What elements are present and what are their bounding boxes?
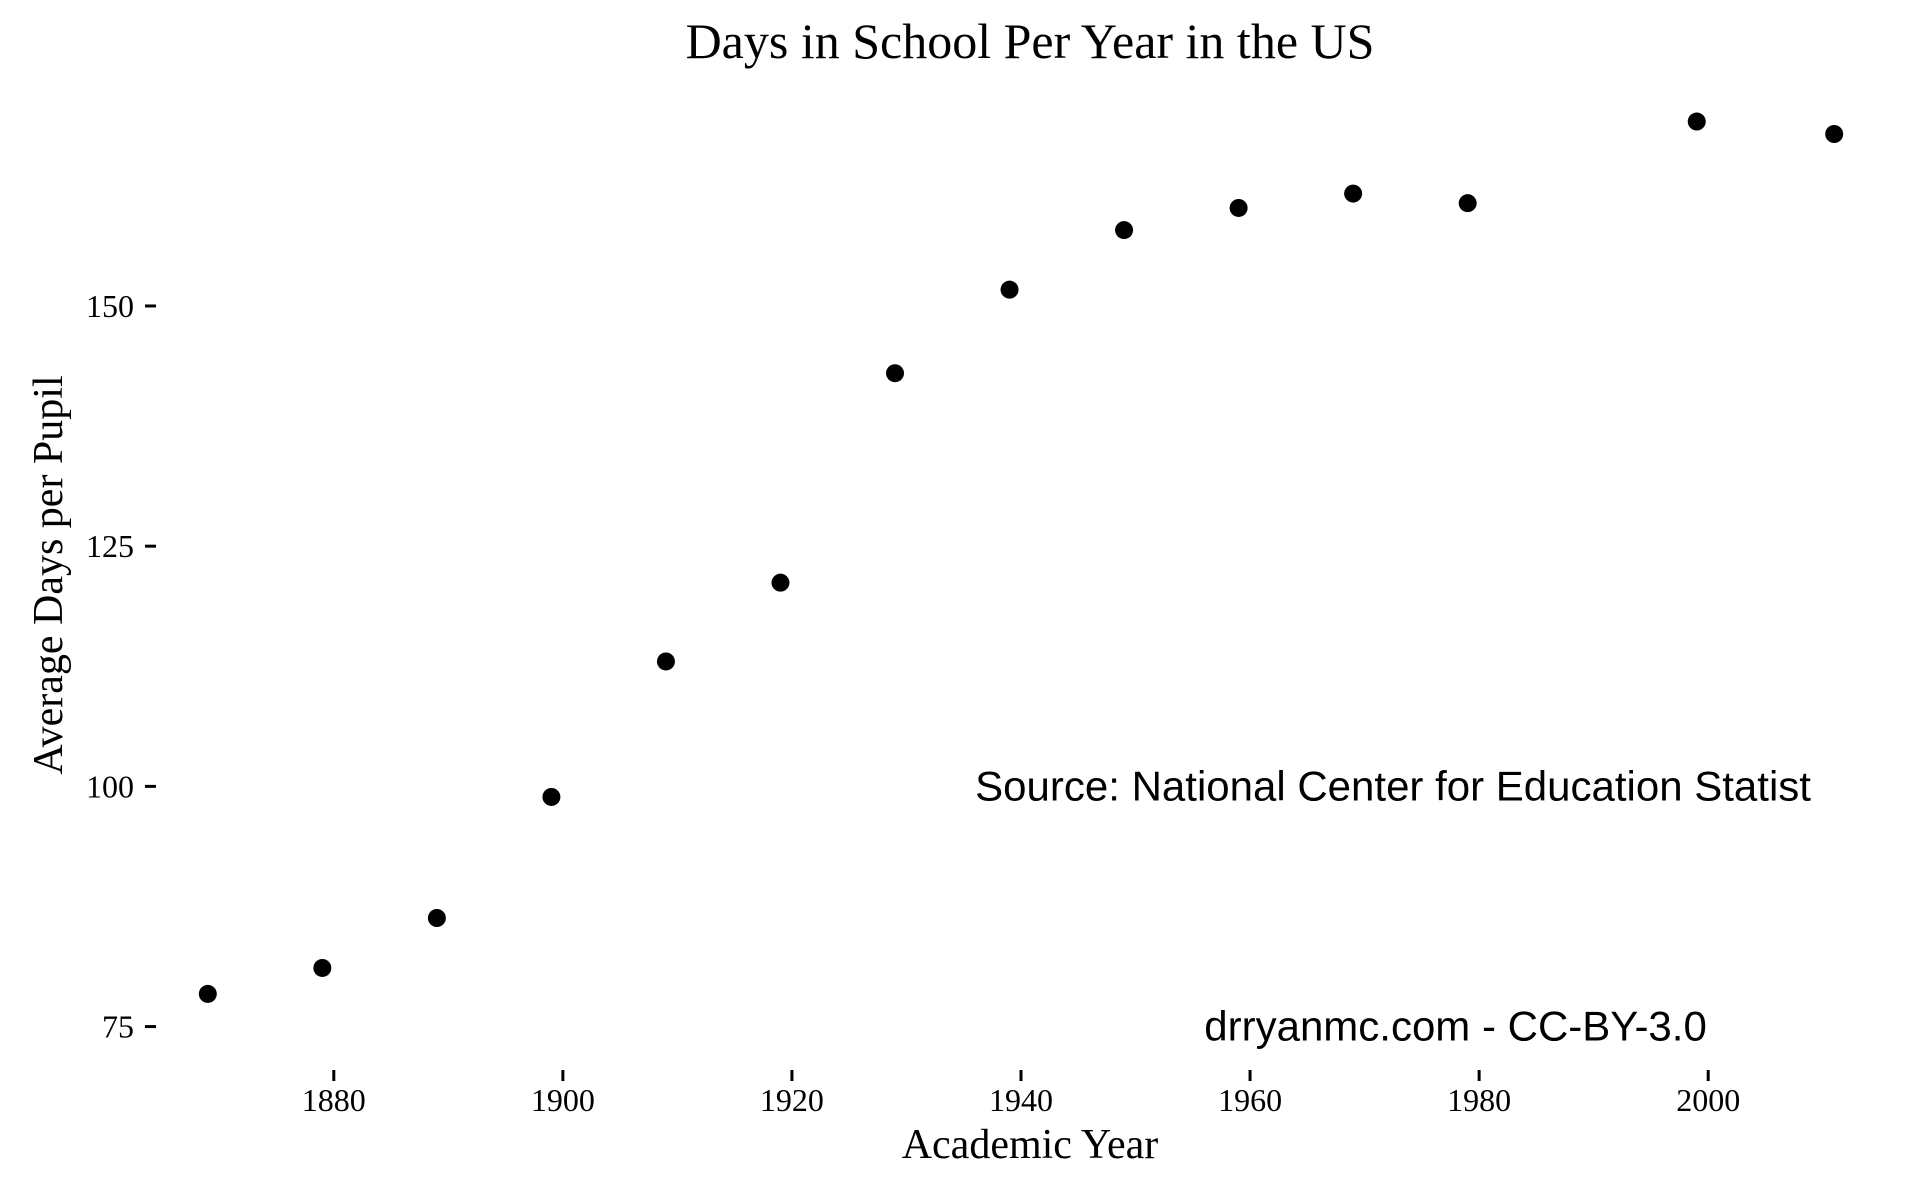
y-tick-label-125: 125 bbox=[86, 528, 134, 564]
x-tick-label-1980: 1980 bbox=[1447, 1082, 1511, 1118]
x-tick-label-2000: 2000 bbox=[1676, 1082, 1740, 1118]
source-annotation: Source: National Center for Education St… bbox=[975, 762, 1811, 809]
y-tick-label-100: 100 bbox=[86, 768, 134, 804]
x-tick-label-1920: 1920 bbox=[760, 1082, 824, 1118]
x-axis-label: Academic Year bbox=[902, 1122, 1159, 1168]
data-point-1869 bbox=[198, 984, 217, 1003]
data-point-1969 bbox=[1344, 184, 1363, 203]
x-tick-label-1940: 1940 bbox=[989, 1082, 1053, 1118]
y-axis-ticks: 75 100 125 150 bbox=[86, 288, 156, 1045]
data-point-1919 bbox=[771, 573, 790, 592]
data-point-1959 bbox=[1229, 198, 1248, 217]
x-tick-label-1960: 1960 bbox=[1218, 1082, 1282, 1118]
x-tick-label-1880: 1880 bbox=[302, 1082, 366, 1118]
x-axis-ticks: 1880 1900 1920 1940 1960 1980 2000 bbox=[302, 1070, 1740, 1118]
y-tick-label-75: 75 bbox=[102, 1009, 134, 1045]
data-point-1949 bbox=[1115, 221, 1134, 240]
data-point-1879 bbox=[313, 958, 332, 977]
chart-annotations: Source: National Center for Education St… bbox=[975, 762, 1811, 1049]
data-point-1929 bbox=[886, 364, 905, 383]
credit-annotation: drryanmc.com - CC-BY-3.0 bbox=[1204, 1003, 1707, 1050]
y-tick-label-150: 150 bbox=[86, 288, 134, 324]
data-point-1899 bbox=[542, 787, 561, 806]
chart-title: Days in School Per Year in the US bbox=[686, 13, 1375, 69]
data-point-1979 bbox=[1458, 194, 1477, 213]
data-point-1909 bbox=[656, 652, 675, 671]
data-points bbox=[198, 112, 1844, 1003]
data-point-1939 bbox=[1000, 280, 1019, 299]
data-point-1889 bbox=[427, 909, 446, 927]
x-tick-label-1900: 1900 bbox=[531, 1082, 595, 1118]
y-axis-label: Average Days per Pupil bbox=[26, 375, 72, 774]
data-point-1999 bbox=[1687, 112, 1706, 131]
data-point-2011 bbox=[1825, 125, 1844, 143]
